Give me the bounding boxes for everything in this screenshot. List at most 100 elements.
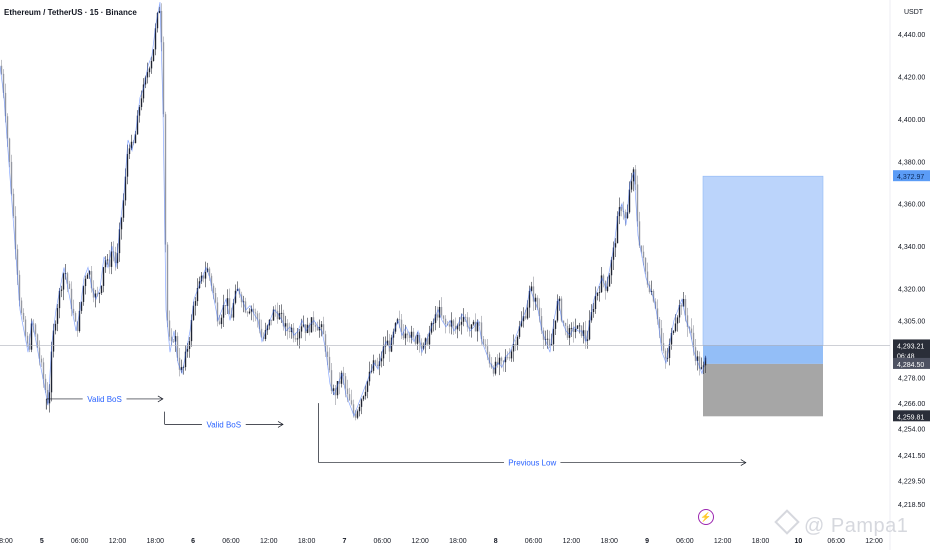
candle-body bbox=[98, 293, 101, 294]
candle-body bbox=[608, 275, 611, 287]
current-price-tag-countdown: 06:48 bbox=[897, 353, 915, 360]
entry-price-tag: 4,284.50 bbox=[897, 362, 924, 369]
candle-body bbox=[540, 316, 543, 331]
candle-body bbox=[42, 362, 45, 379]
candle-body bbox=[598, 292, 601, 293]
candle-body bbox=[292, 327, 295, 339]
candle-body bbox=[4, 92, 7, 117]
current-price-tag: 4,293.21 bbox=[897, 343, 924, 350]
candle-body bbox=[82, 286, 85, 302]
candle-body bbox=[340, 372, 343, 384]
candle-body bbox=[612, 247, 615, 260]
candle-body bbox=[568, 328, 571, 338]
candle-body bbox=[698, 356, 701, 369]
candle-body bbox=[204, 271, 207, 279]
candle-body bbox=[658, 319, 661, 329]
candle-body bbox=[12, 193, 15, 217]
candle-body bbox=[356, 411, 359, 418]
candle-body bbox=[704, 357, 707, 366]
entry-zone bbox=[703, 345, 823, 364]
annotation-label: Valid BoS bbox=[207, 420, 242, 429]
candle-body bbox=[156, 12, 159, 29]
candle-body bbox=[54, 323, 57, 331]
candle-body bbox=[110, 251, 113, 267]
candle-body bbox=[298, 331, 301, 339]
candle-body bbox=[414, 336, 417, 344]
candle-body bbox=[610, 259, 613, 276]
candle-body bbox=[364, 391, 367, 397]
candle-body bbox=[388, 340, 391, 352]
candle-body bbox=[368, 371, 371, 382]
candle-body bbox=[222, 304, 225, 318]
price-tick-label: 4,400.00 bbox=[898, 117, 925, 124]
price-tick-label: 4,241.50 bbox=[898, 453, 925, 460]
candle-body bbox=[50, 351, 53, 393]
candle-body bbox=[406, 333, 409, 336]
entry-price-tag-bg bbox=[893, 357, 930, 369]
price-axis[interactable]: 4,440.00 4,420.00 4,400.00 4,380.00 4,360.00… bbox=[893, 32, 930, 509]
candle-body bbox=[686, 315, 689, 327]
candle-body bbox=[284, 323, 287, 327]
time-tick-label: 9 bbox=[645, 538, 649, 545]
candle-body bbox=[684, 299, 687, 316]
candle-body bbox=[524, 316, 527, 319]
candle-body bbox=[206, 268, 209, 272]
candle-body bbox=[442, 315, 445, 319]
candle-body bbox=[26, 335, 29, 344]
candle-body bbox=[412, 331, 415, 337]
candle-body bbox=[518, 326, 521, 337]
candle-body bbox=[28, 343, 31, 350]
candle-body bbox=[72, 308, 75, 314]
candle-body bbox=[188, 341, 191, 350]
candle-body bbox=[520, 321, 523, 327]
candle-body bbox=[334, 388, 337, 396]
candle-body bbox=[586, 339, 589, 341]
candle-body bbox=[62, 273, 65, 290]
candle-body bbox=[190, 319, 193, 342]
watermark-text: @ Pampa1 bbox=[804, 515, 909, 537]
price-tick-label: 4,218.50 bbox=[898, 502, 925, 509]
currency-label: USDT bbox=[904, 9, 924, 16]
candle-body bbox=[620, 207, 623, 211]
candle-body bbox=[162, 42, 165, 115]
candle-body bbox=[486, 346, 489, 355]
time-axis[interactable]: 18:00 5 06:00 12:00 18:00 6 06:00 12:00 18:00 7 06… bbox=[0, 538, 883, 545]
candle-body bbox=[506, 356, 509, 358]
candle-body bbox=[84, 278, 87, 287]
time-tick-label: 18:00 bbox=[449, 538, 467, 545]
candle-body bbox=[478, 322, 481, 324]
candle-body bbox=[66, 273, 69, 284]
candle-body bbox=[472, 321, 475, 325]
candle-body bbox=[674, 323, 677, 332]
candle-body bbox=[308, 324, 311, 333]
time-tick-label: 06:00 bbox=[676, 538, 694, 545]
candle-body bbox=[258, 319, 261, 329]
candle-body bbox=[614, 243, 617, 248]
candle-body bbox=[502, 360, 505, 363]
candle-body bbox=[300, 326, 303, 332]
candle-body bbox=[696, 356, 699, 362]
candle-body bbox=[20, 300, 23, 313]
candle-body bbox=[274, 309, 277, 311]
candle-body bbox=[438, 306, 441, 318]
candle-body bbox=[654, 301, 657, 309]
candle-body bbox=[512, 344, 515, 352]
annotation-arrowhead bbox=[740, 459, 747, 466]
candle-body bbox=[494, 361, 497, 374]
candle-body bbox=[456, 325, 459, 330]
candle-body bbox=[38, 347, 41, 359]
candle-body bbox=[136, 115, 139, 135]
candle-body bbox=[588, 320, 591, 340]
candle-body bbox=[398, 319, 401, 321]
target-zone bbox=[702, 175, 824, 346]
candle-body bbox=[680, 305, 683, 307]
candle-body bbox=[286, 323, 289, 332]
candle-body bbox=[152, 49, 155, 61]
candle-body bbox=[644, 257, 647, 272]
lightning-icon[interactable]: ⚡ bbox=[698, 509, 714, 525]
candle-body bbox=[564, 322, 567, 326]
candle-body bbox=[638, 221, 641, 246]
candle-body bbox=[372, 360, 375, 371]
stop-price-tag-bg bbox=[893, 410, 930, 422]
